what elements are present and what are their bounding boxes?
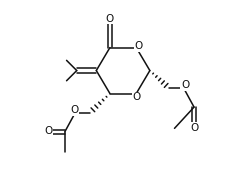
Text: O: O bbox=[191, 123, 199, 133]
Text: O: O bbox=[134, 41, 143, 51]
Text: O: O bbox=[44, 126, 53, 136]
Text: O: O bbox=[181, 80, 189, 90]
Text: O: O bbox=[106, 14, 114, 24]
Text: O: O bbox=[132, 92, 141, 102]
Text: O: O bbox=[70, 105, 78, 115]
